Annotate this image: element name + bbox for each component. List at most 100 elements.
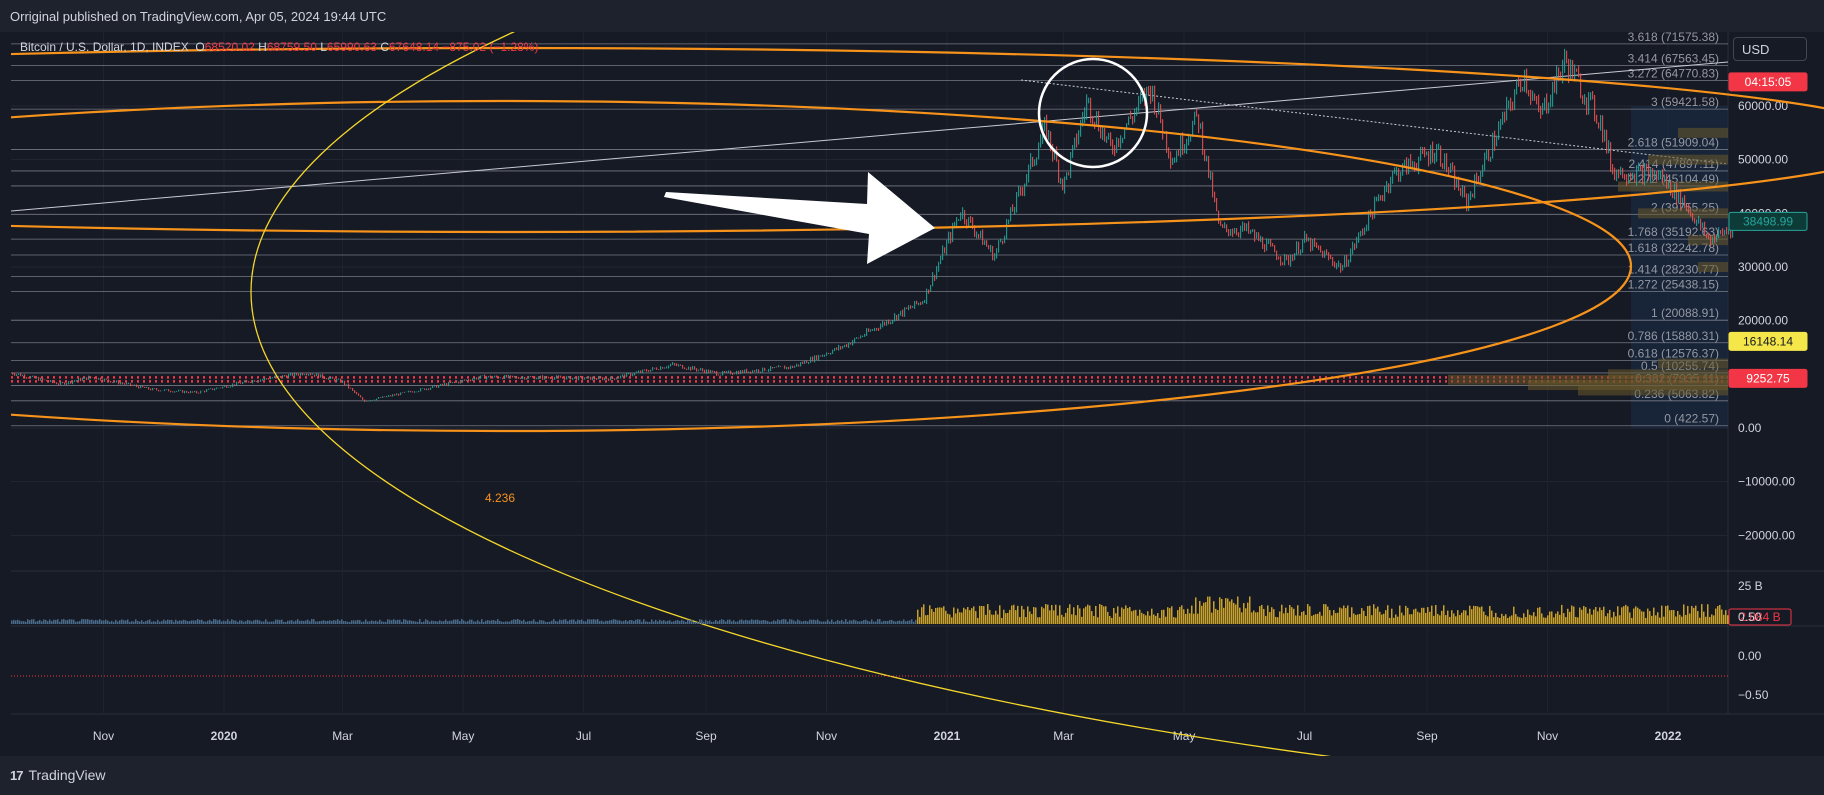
volume-bar xyxy=(725,621,727,624)
volume-bar xyxy=(1031,614,1033,624)
volume-bar xyxy=(469,619,471,624)
open-value: 68520.02 xyxy=(204,40,255,54)
volume-bar xyxy=(675,620,677,624)
volume-bar xyxy=(375,620,377,624)
volume-bar xyxy=(993,614,995,624)
volume-bar xyxy=(183,619,185,624)
volume-bar xyxy=(1053,610,1055,624)
volume-bar xyxy=(279,619,281,624)
volume-bar xyxy=(555,621,557,624)
volume-bar xyxy=(615,619,617,624)
volume-bar xyxy=(865,619,867,624)
volume-bar xyxy=(217,620,219,624)
volume-profile-bar xyxy=(1658,358,1728,369)
oscillator-tick-label: −0.50 xyxy=(1738,688,1769,702)
volume-bar xyxy=(1513,606,1515,624)
volume-bar xyxy=(291,620,293,624)
volume-bar xyxy=(579,619,581,624)
tradingview-logo[interactable]: 17 TradingView xyxy=(10,767,106,783)
volume-bar xyxy=(819,621,821,624)
volume-bar xyxy=(1447,610,1449,624)
volume-bar xyxy=(707,621,709,624)
volume-bar xyxy=(1625,604,1627,624)
volume-bar xyxy=(167,619,169,624)
volume-bar xyxy=(1709,617,1711,624)
volume-bar xyxy=(57,619,59,624)
volume-bar xyxy=(285,621,287,624)
volume-bar xyxy=(1651,615,1653,624)
volume-bar xyxy=(607,620,609,624)
volume-bar xyxy=(915,619,917,624)
volume-bar xyxy=(735,621,737,624)
volume-bar xyxy=(211,621,213,624)
volume-bar xyxy=(1001,617,1003,624)
volume-bar xyxy=(1205,602,1207,624)
volume-bar xyxy=(221,621,223,624)
volume-bar xyxy=(885,620,887,624)
volume-bar xyxy=(1675,616,1677,624)
volume-bar xyxy=(1065,612,1067,624)
volume-bar xyxy=(589,619,591,624)
volume-bar xyxy=(571,619,573,624)
volume-bar xyxy=(323,620,325,624)
volume-bar xyxy=(109,621,111,624)
volume-bar xyxy=(81,619,83,624)
volume-bar xyxy=(1323,604,1325,624)
volume-bar xyxy=(475,621,477,624)
volume-bar xyxy=(609,620,611,624)
price-tick-label: 0.00 xyxy=(1738,421,1762,435)
volume-bar xyxy=(325,621,327,624)
volume-bar xyxy=(875,621,877,624)
volume-bar xyxy=(1309,606,1311,624)
volume-bar xyxy=(1561,604,1563,624)
volume-bar xyxy=(1477,606,1479,624)
volume-bar xyxy=(295,620,297,624)
volume-bar xyxy=(653,621,655,624)
volume-bar xyxy=(585,621,587,624)
volume-bar xyxy=(265,619,267,624)
volume-bar xyxy=(1133,610,1135,624)
volume-bar xyxy=(119,620,121,624)
volume-bar xyxy=(843,621,845,624)
volume-bar xyxy=(485,620,487,624)
currency-button[interactable]: USD xyxy=(1733,37,1807,61)
volume-bar xyxy=(1587,613,1589,624)
volume-bar xyxy=(643,619,645,624)
volume-bar xyxy=(337,619,339,624)
volume-bar xyxy=(1093,615,1095,624)
volume-bar xyxy=(343,621,345,624)
volume-bar xyxy=(969,610,971,624)
time-tick-label: 2021 xyxy=(934,729,961,743)
volume-bar xyxy=(1341,608,1343,624)
volume-bar xyxy=(1217,610,1219,624)
volume-bar xyxy=(1141,612,1143,624)
volume-bar xyxy=(53,619,55,624)
volume-bar xyxy=(1695,605,1697,624)
volume-bar xyxy=(83,619,85,624)
volume-bar xyxy=(1443,605,1445,624)
volume-bar xyxy=(1229,601,1231,624)
price-badge xyxy=(1728,331,1808,351)
volume-bar xyxy=(1241,612,1243,624)
volume-bar xyxy=(1689,613,1691,624)
volume-bar xyxy=(1179,606,1181,624)
volume-bar xyxy=(619,620,621,624)
volume-bar xyxy=(491,620,493,624)
volume-bar xyxy=(1295,615,1297,624)
volume-bar xyxy=(1289,605,1291,624)
volume-bar xyxy=(1269,612,1271,624)
volume-bar xyxy=(151,621,153,624)
volume-bar xyxy=(1085,606,1087,624)
volume-bar xyxy=(1433,615,1435,624)
volume-bar xyxy=(1421,607,1423,624)
volume-bar xyxy=(237,621,239,624)
volume-bar xyxy=(1511,615,1513,624)
volume-bar xyxy=(1693,607,1695,624)
volume-bar xyxy=(1459,615,1461,624)
symbol-legend[interactable]: Bitcoin / U.S. Dollar, 1D, INDEX O68520.… xyxy=(20,40,538,54)
volume-bar xyxy=(927,614,929,624)
volume-bar xyxy=(985,614,987,624)
volume-bar xyxy=(175,619,177,624)
